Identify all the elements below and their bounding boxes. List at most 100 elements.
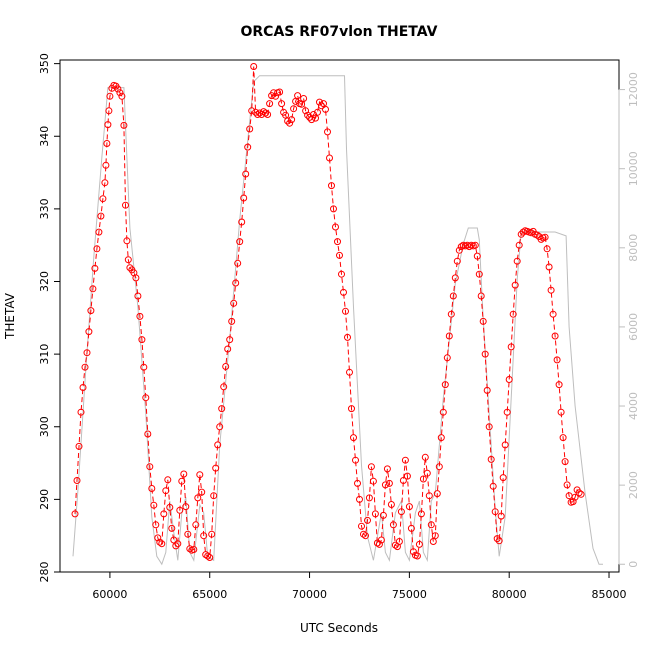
data-point: [425, 492, 433, 500]
data-point: [132, 274, 140, 282]
data-point: [577, 490, 585, 498]
data-point: [509, 310, 517, 318]
data-point: [489, 482, 497, 490]
data-point: [413, 552, 421, 560]
data-point: [144, 430, 152, 438]
data-point: [342, 307, 349, 315]
data-point: [294, 92, 302, 100]
data-point: [383, 465, 391, 473]
data-point: [358, 522, 365, 530]
data-point: [162, 487, 170, 495]
data-point: [164, 476, 172, 484]
data-point: [150, 501, 158, 509]
data-point: [487, 455, 495, 463]
data-point: [403, 472, 411, 480]
data-point: [354, 479, 361, 487]
data-point: [212, 464, 220, 472]
data-point: [537, 235, 545, 243]
data-point: [138, 336, 146, 344]
data-point: [527, 229, 535, 237]
data-point: [290, 105, 298, 113]
data-point: [326, 154, 333, 162]
data-point: [250, 63, 258, 70]
data-point: [216, 423, 224, 431]
data-point: [310, 111, 317, 118]
data-point: [126, 264, 134, 272]
data-point: [154, 534, 162, 542]
data-point: [224, 345, 232, 353]
x-axis: 60000 65000 70000 75000 80000 85000: [92, 572, 627, 601]
data-point: [226, 336, 234, 344]
y-tick-label: 330: [38, 198, 51, 219]
data-point: [503, 408, 511, 416]
data-point: [547, 286, 555, 294]
data-point: [350, 434, 357, 442]
y2-tick-label: 12000: [627, 72, 640, 107]
data-point: [218, 405, 226, 413]
data-point: [194, 494, 202, 502]
data-point: [266, 100, 274, 108]
data-point: [105, 107, 113, 115]
data-point: [407, 524, 415, 532]
data-point: [401, 456, 409, 464]
data-point: [252, 108, 260, 116]
data-point: [549, 310, 557, 318]
y-axis-right: 0 2000 4000 6000 8000 10000 12000: [618, 72, 640, 568]
data-point: [178, 477, 186, 485]
data-point: [324, 128, 331, 136]
data-point: [91, 264, 99, 272]
data-point: [455, 246, 463, 254]
y-tick-label: 340: [38, 126, 51, 147]
data-point: [437, 434, 445, 442]
data-point: [497, 512, 505, 520]
data-point: [124, 256, 132, 264]
data-point: [328, 182, 335, 190]
data-point: [196, 471, 204, 479]
data-point: [381, 481, 389, 489]
data-point: [208, 530, 216, 538]
data-point: [230, 299, 238, 307]
data-point: [338, 270, 345, 278]
data-point: [330, 205, 337, 213]
data-point: [332, 223, 339, 231]
data-point: [379, 511, 387, 519]
data-point: [555, 381, 563, 389]
data-point: [541, 233, 549, 241]
data-point: [473, 252, 481, 260]
data-point: [563, 481, 571, 489]
data-point: [481, 350, 489, 358]
data-point: [156, 538, 164, 546]
data-point: [120, 121, 128, 129]
data-point: [186, 545, 194, 553]
data-point: [340, 288, 347, 296]
data-point: [140, 363, 148, 371]
y-axis-left: 280 290 300 310 320 330 340 350: [38, 53, 60, 583]
data-point: [453, 257, 461, 265]
data-point: [200, 532, 208, 540]
data-point: [148, 485, 156, 492]
data-point: [405, 503, 413, 511]
data-point: [371, 510, 379, 518]
y2-tick-label: 0: [627, 561, 640, 568]
secondary-series-layer: [72, 75, 603, 566]
data-point: [551, 332, 559, 340]
data-point: [318, 102, 325, 110]
data-point: [236, 238, 244, 246]
data-point: [417, 510, 425, 518]
data-point: [102, 161, 110, 169]
y-axis-label: THETAV: [3, 292, 17, 340]
data-point: [377, 536, 385, 544]
data-point: [152, 521, 160, 529]
data-point: [85, 328, 93, 336]
data-point: [517, 230, 525, 238]
data-point: [365, 494, 373, 502]
data-point: [507, 343, 515, 351]
data-point: [272, 92, 280, 100]
data-point: [228, 317, 236, 325]
data-point: [348, 405, 355, 413]
data-point: [123, 237, 131, 245]
data-point: [190, 546, 198, 553]
data-point: [447, 310, 455, 318]
y-tick-label: 320: [38, 271, 51, 292]
